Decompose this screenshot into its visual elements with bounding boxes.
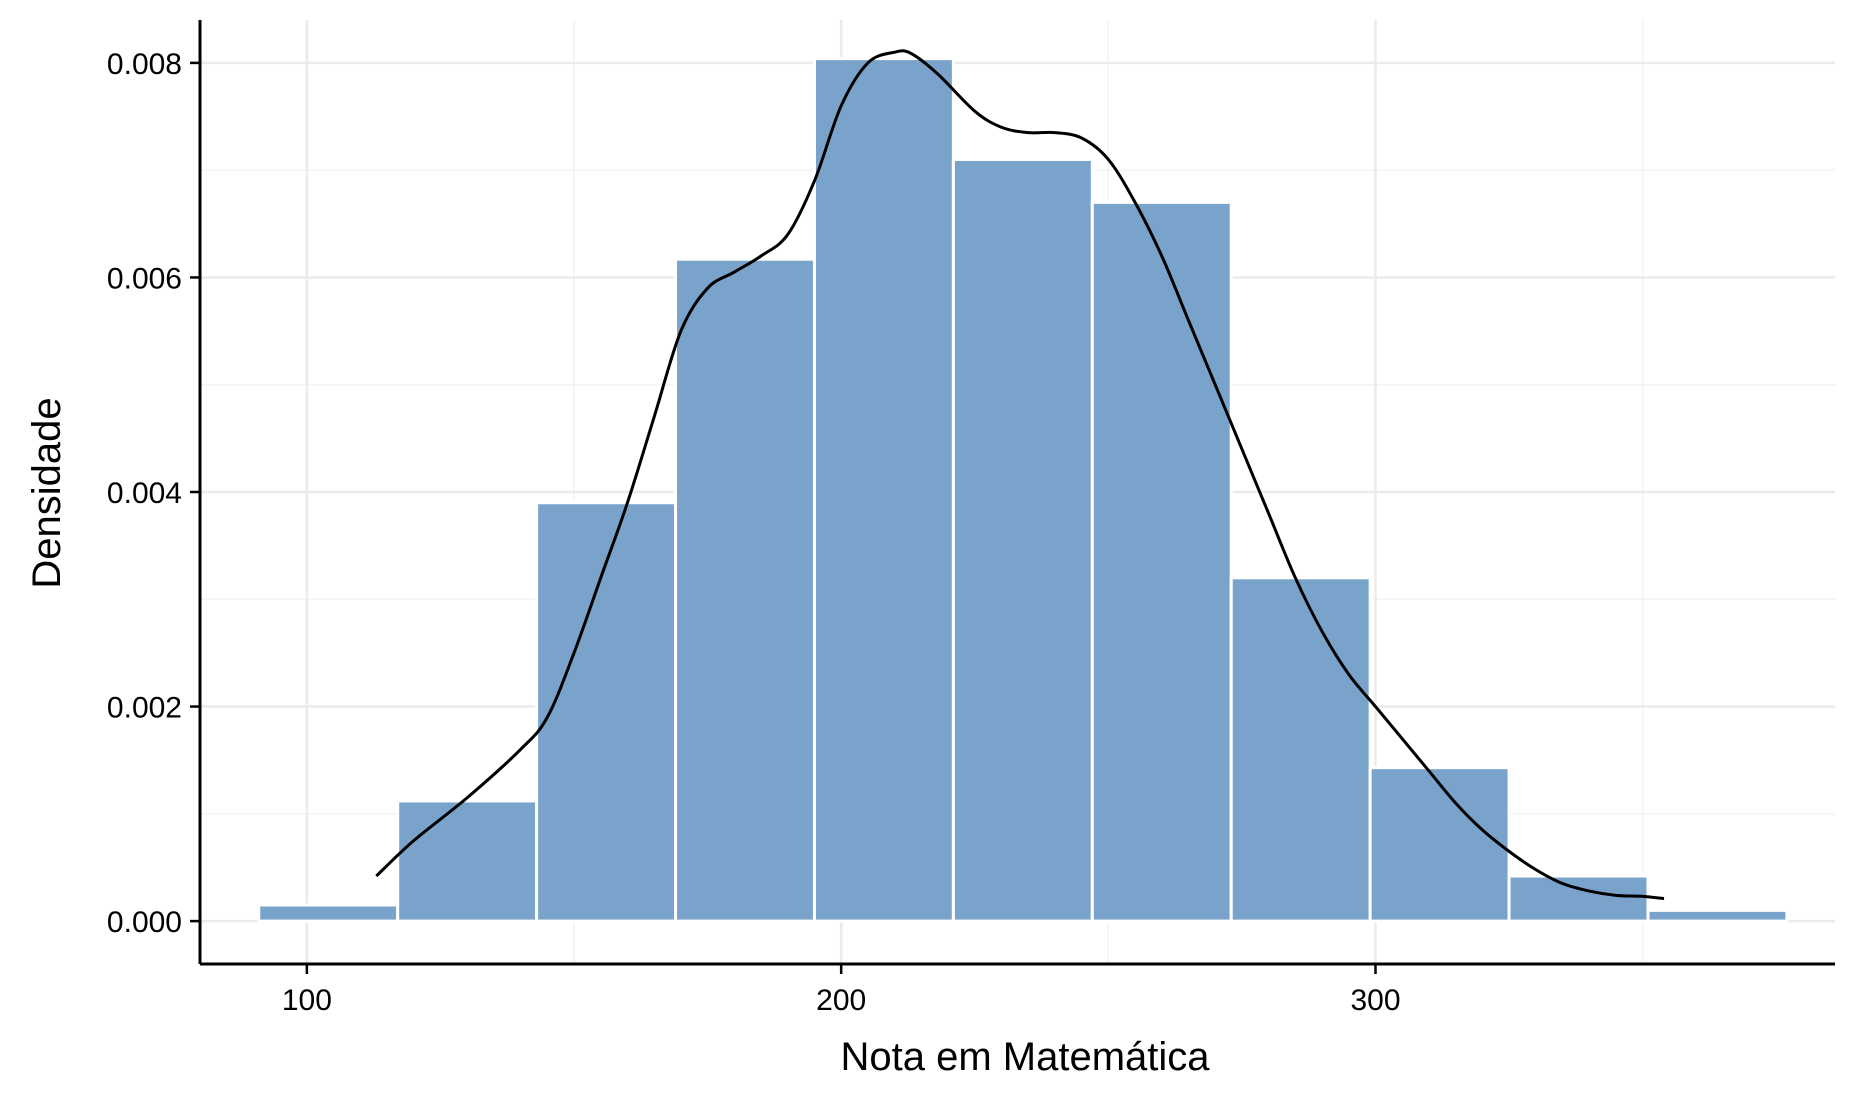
histogram-bar — [1090, 200, 1233, 923]
x-axis-ticks: 100 200 300 — [282, 964, 1401, 1017]
y-tick-label: 0.006 — [107, 262, 182, 295]
histogram-bar — [1646, 908, 1789, 923]
x-tick-label: 100 — [282, 984, 332, 1017]
y-tick-label: 0.002 — [107, 692, 182, 725]
y-tick-label: 0.000 — [107, 906, 182, 939]
y-tick-label: 0.004 — [107, 477, 182, 510]
histogram-bar — [396, 799, 539, 923]
x-axis-title: Nota em Matemática — [840, 1035, 1210, 1079]
histogram-bar — [812, 57, 955, 923]
density-curve-group — [375, 49, 1665, 901]
histogram-bar — [1229, 576, 1372, 923]
histogram-bar — [674, 257, 816, 923]
x-tick-label: 300 — [1350, 984, 1400, 1017]
x-tick-label: 200 — [816, 984, 866, 1017]
y-tick-label: 0.008 — [107, 48, 182, 81]
histogram-bar — [535, 501, 678, 923]
y-axis-title: Densidade — [25, 397, 69, 588]
histogram-bar — [257, 903, 400, 923]
y-axis-ticks: 0.000 0.002 0.004 0.006 0.008 — [107, 48, 200, 939]
density-curve — [375, 49, 1665, 901]
histogram-bar — [1368, 766, 1511, 923]
histogram-bar — [1507, 874, 1650, 923]
histogram-bars — [257, 57, 1789, 923]
histogram-bar — [951, 157, 1094, 923]
